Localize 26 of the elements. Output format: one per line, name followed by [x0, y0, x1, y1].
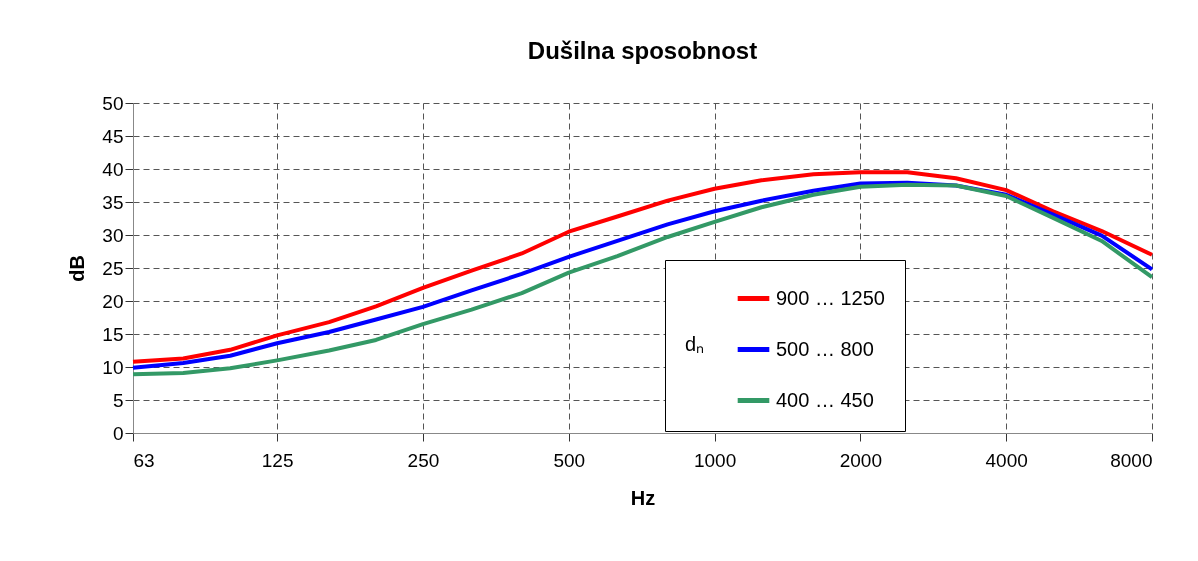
y-tick-label: 5: [112, 389, 124, 411]
legend-label: 500 … 800: [776, 337, 874, 360]
x-tick-label: 125: [261, 449, 294, 471]
legend-label: 400 … 450: [776, 388, 874, 411]
y-tick-label: 40: [102, 158, 124, 180]
legend-title: dₙ: [685, 333, 705, 355]
x-tick-label: 2000: [839, 449, 883, 471]
y-tick-label: 10: [102, 356, 124, 378]
y-tick-label: 35: [102, 191, 124, 213]
y-tick-label: 50: [102, 92, 124, 114]
y-tick-label: 0: [112, 422, 124, 444]
x-tick-label: 4000: [985, 449, 1028, 471]
x-tick-label: 8000: [1110, 449, 1153, 471]
x-tick-label: 250: [407, 449, 440, 471]
x-axis-title: Hz: [630, 486, 656, 509]
legend-label: 900 … 1250: [776, 286, 885, 309]
y-tick-label: 30: [102, 224, 124, 246]
chart-title: Dušilna sposobnost: [527, 37, 758, 64]
x-tick-label: 1000: [693, 449, 737, 471]
x-tick-label: 63: [133, 449, 155, 471]
x-tick-label: 500: [553, 449, 586, 471]
y-tick-label: 20: [102, 290, 124, 312]
y-tick-label: 25: [102, 257, 124, 279]
y-tick-label: 45: [102, 125, 124, 147]
y-axis-title: dB: [66, 255, 89, 282]
y-tick-label: 15: [102, 323, 124, 345]
